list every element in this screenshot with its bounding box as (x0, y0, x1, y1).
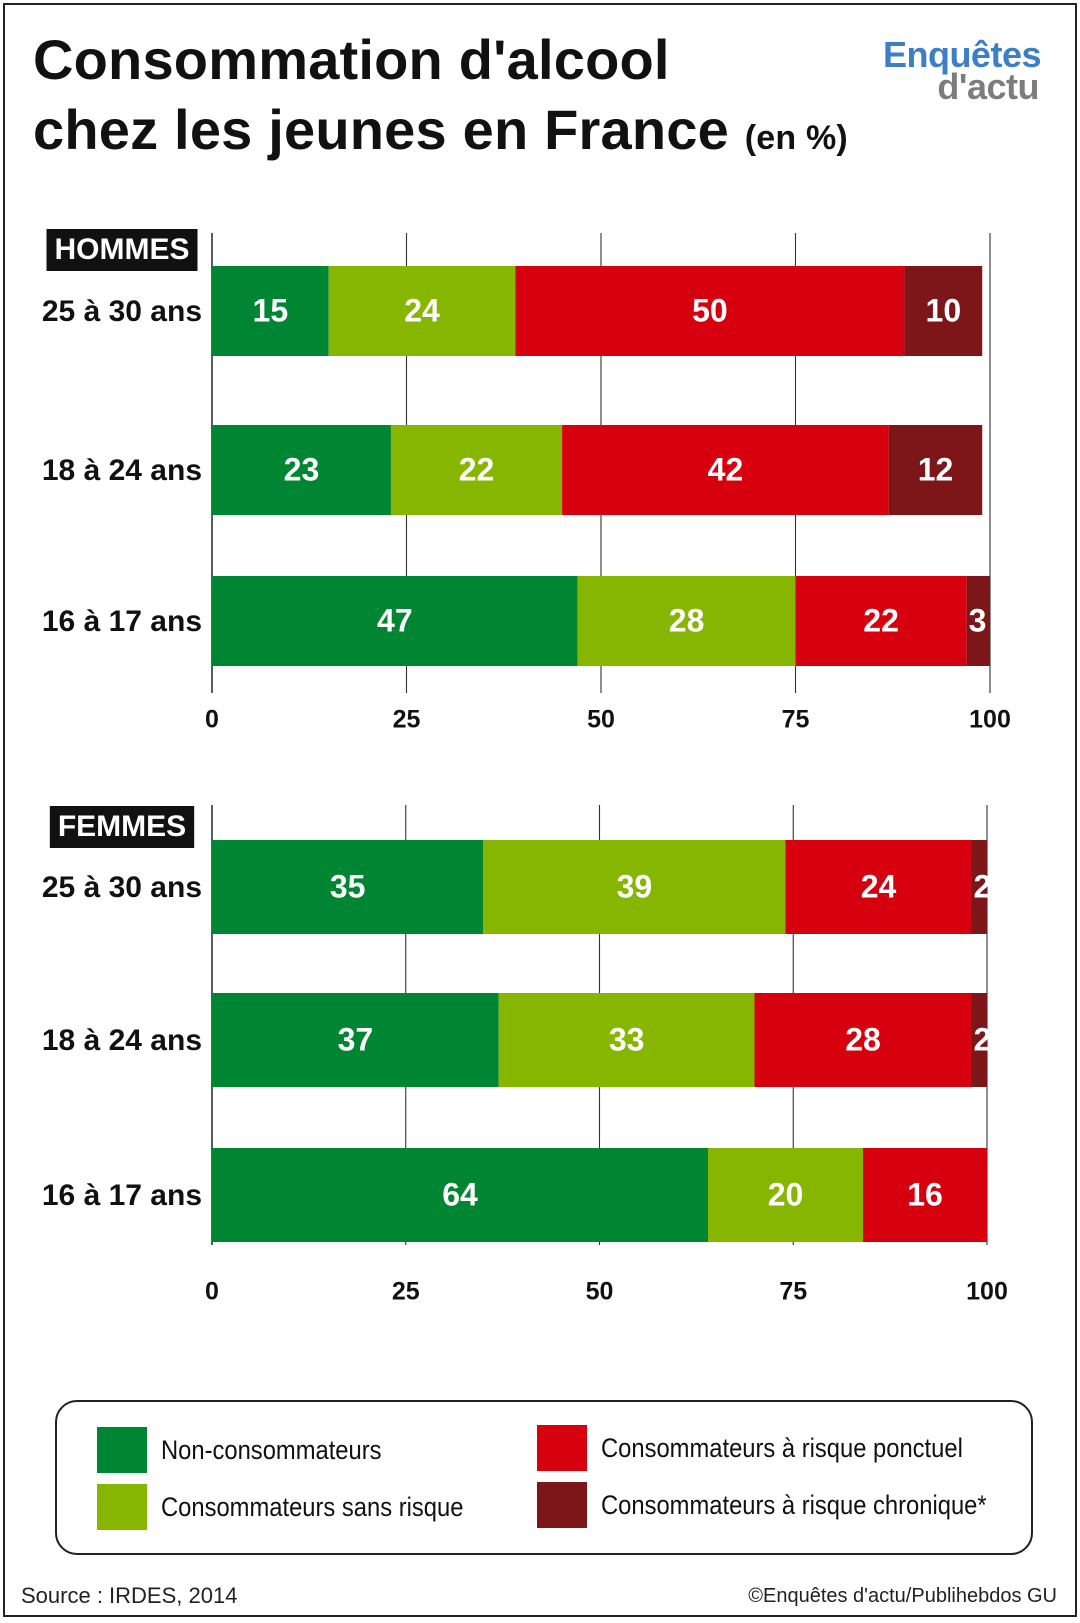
title-line-2: chez les jeunes en France (en %) (33, 95, 848, 173)
panel-label-box (49, 806, 195, 848)
legend-label: Non-consommateurs (161, 1434, 382, 1465)
data-label: 39 (617, 868, 653, 904)
title-line-1: Consommation d'alcool (33, 28, 670, 91)
data-label: 2 (974, 1021, 992, 1057)
bar-segment (795, 576, 967, 666)
tick-label: 75 (779, 1278, 807, 1306)
data-label: 64 (442, 1176, 478, 1212)
legend-label: Consommateurs à risque ponctuel (601, 1432, 963, 1463)
data-label: 24 (861, 868, 897, 904)
logo-line-2: d'actu (937, 66, 1039, 107)
data-label: 23 (284, 451, 320, 487)
title-line-2-text: chez les jeunes en France (33, 98, 729, 161)
bar-segment (971, 840, 987, 934)
legend-swatch (97, 1484, 147, 1530)
category-label: 16 à 17 ans (42, 1179, 202, 1212)
bar-segment (904, 266, 983, 356)
bar-segment (785, 840, 972, 934)
category-label: 18 à 24 ans (42, 454, 202, 487)
data-label: 15 (253, 292, 289, 328)
category-label: 25 à 30 ans (42, 871, 202, 904)
data-label: 16 (907, 1176, 943, 1212)
bar-segment (971, 993, 987, 1087)
bar-segment (212, 993, 499, 1087)
category-label: 25 à 30 ans (42, 295, 202, 328)
legend-item-risque-chronique: Consommateurs à risque chronique* (537, 1482, 1039, 1528)
data-label: 3 (969, 602, 987, 638)
title-unit: (en %) (744, 119, 848, 157)
data-label: 12 (918, 451, 954, 487)
bar-segment (754, 993, 972, 1087)
legend-swatch (537, 1425, 587, 1471)
tick-label: 50 (587, 706, 615, 734)
brand-logo: Enquêtes d'actu (882, 34, 1042, 107)
bar-segment (328, 266, 516, 356)
bar-segment (966, 576, 990, 666)
category-label: 16 à 17 ans (42, 605, 202, 638)
tick-label: 100 (966, 1278, 1008, 1306)
bar-segment (515, 266, 905, 356)
data-label: 50 (692, 292, 728, 328)
data-label: 22 (459, 451, 495, 487)
bar-segment (562, 425, 889, 515)
bar-segment (498, 993, 755, 1087)
bar-segment (888, 425, 983, 515)
legend: Non-consommateurs Consommateurs sans ris… (55, 1400, 1033, 1555)
data-label: 20 (768, 1176, 804, 1212)
tick-label: 100 (969, 706, 1011, 734)
data-label: 22 (863, 602, 899, 638)
category-label: 18 à 24 ans (42, 1024, 202, 1057)
tick-label: 0 (205, 706, 219, 734)
panel-label-box (46, 229, 198, 271)
legend-swatch (97, 1427, 147, 1473)
legend-label: Consommateurs sans risque (161, 1491, 464, 1522)
data-label: 35 (330, 868, 366, 904)
infographic: Consommation d'alcool chez les jeunes en… (3, 3, 1077, 1617)
tick-label: 50 (586, 1278, 614, 1306)
bar-segment (212, 576, 578, 666)
source-note: Source : IRDES, 2014 (21, 1583, 238, 1608)
bar-segment (390, 425, 563, 515)
credit-note: ©Enquêtes d'actu/Publihebdos GU (748, 1585, 1057, 1607)
data-label: 33 (609, 1021, 645, 1057)
legend-item-non-consommateurs: Non-consommateurs (97, 1427, 412, 1473)
legend-item-risque-ponctuel: Consommateurs à risque ponctuel (537, 1425, 1012, 1471)
logo-line-1: Enquêtes (882, 34, 1042, 75)
tick-label: 25 (392, 1278, 420, 1306)
bar-segment (212, 1148, 708, 1242)
data-label: 24 (404, 292, 440, 328)
bar-segment (212, 266, 329, 356)
bar-segment (577, 576, 796, 666)
bar-segment (708, 1148, 863, 1242)
panel-label-text: FEMMES (58, 810, 186, 843)
bar-segment (863, 1148, 987, 1242)
data-label: 47 (377, 602, 413, 638)
bar-segment (483, 840, 786, 934)
tick-label: 0 (205, 1278, 219, 1306)
tick-label: 25 (393, 706, 421, 734)
data-label: 37 (338, 1021, 374, 1057)
chart-title: Consommation d'alcool chez les jeunes en… (33, 25, 848, 173)
legend-label: Consommateurs à risque chronique* (601, 1489, 987, 1520)
data-label: 28 (669, 602, 705, 638)
legend-swatch (537, 1482, 587, 1528)
panel-label-text: HOMMES (55, 233, 190, 266)
data-label: 2 (974, 868, 992, 904)
data-label: 10 (926, 292, 962, 328)
tick-label: 75 (782, 706, 810, 734)
bar-segment (212, 840, 484, 934)
data-label: 28 (845, 1021, 881, 1057)
legend-item-sans-risque: Consommateurs sans risque (97, 1484, 505, 1530)
data-label: 42 (708, 451, 744, 487)
bar-segment (212, 425, 391, 515)
